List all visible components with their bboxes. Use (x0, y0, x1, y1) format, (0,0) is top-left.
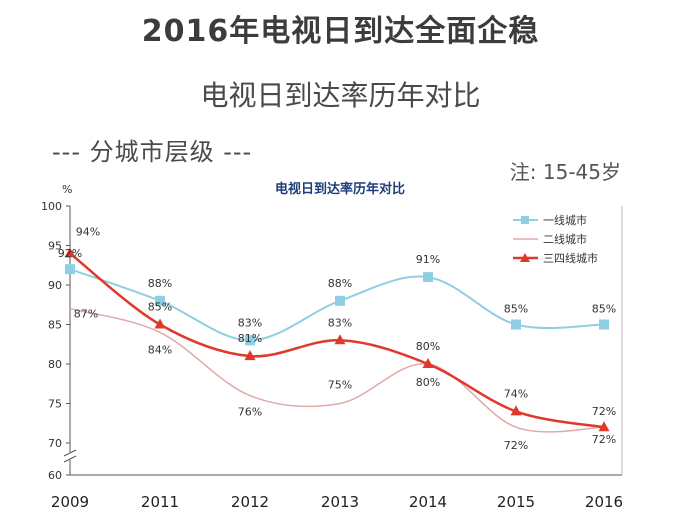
data-point-marker (244, 350, 256, 361)
data-label: 83% (238, 316, 262, 329)
x-tick-label: 2012 (231, 493, 269, 511)
data-point-marker (65, 264, 75, 275)
data-label: 75% (328, 379, 352, 392)
legend-label: 二线城市 (543, 232, 587, 246)
legend-label: 三四线城市 (543, 251, 598, 265)
data-label: 91% (416, 253, 440, 266)
x-tick-label: 2015 (497, 493, 535, 511)
data-label: 92% (58, 247, 82, 260)
data-label: 76% (238, 406, 262, 419)
y-tick-label: 100 (41, 200, 62, 213)
y-tick-label: 80 (48, 358, 62, 371)
x-tick-label: 2013 (321, 493, 359, 511)
data-point-marker (422, 358, 434, 368)
data-label: 94% (76, 225, 100, 238)
data-point-marker (335, 295, 345, 306)
age-note: 注: 15-45岁 (509, 160, 621, 184)
axis-break-mark (63, 449, 77, 463)
data-label: 80% (416, 340, 440, 353)
y-tick-label: 85 (48, 319, 62, 332)
data-label: 88% (328, 277, 352, 290)
data-label: 80% (416, 376, 440, 389)
data-point-marker (511, 319, 521, 330)
data-point-marker (510, 405, 522, 416)
data-label: 88% (148, 277, 172, 290)
x-tick-label: 2009 (51, 493, 89, 511)
y-tick-label: 95 (48, 240, 62, 253)
data-point-marker (334, 334, 346, 345)
data-point-marker (598, 421, 610, 432)
y-tick-label: 75 (48, 398, 62, 411)
data-point-marker (64, 247, 76, 258)
y-tick-label: 70 (48, 437, 62, 450)
data-point-marker (155, 295, 165, 306)
data-label: 72% (504, 439, 528, 452)
chart-title: 电视日到达率历年对比 (275, 181, 405, 197)
x-tick-label: 2016 (585, 493, 623, 511)
data-label: 74% (504, 387, 528, 400)
data-label: 84% (148, 343, 172, 356)
y-tick-label: 60 (48, 469, 62, 482)
data-label: 85% (592, 303, 616, 316)
data-label: 72% (592, 405, 616, 418)
legend-swatch-marker (521, 216, 529, 224)
data-label: 85% (504, 303, 528, 316)
data-label: 83% (328, 316, 352, 329)
data-label: 81% (238, 332, 262, 345)
section-label: --- 分城市层级 --- (52, 138, 253, 166)
data-point-marker (154, 318, 166, 329)
y-axis-unit: % (62, 183, 72, 196)
legend-label: 一线城市 (543, 213, 587, 227)
data-label: 85% (148, 301, 172, 314)
data-point-marker (245, 335, 255, 346)
y-tick-label: 90 (48, 279, 62, 292)
legend-swatch-marker (520, 253, 530, 262)
x-tick-label: 2011 (141, 493, 179, 511)
data-label: 87% (74, 308, 98, 321)
data-label: 72% (592, 433, 616, 446)
x-tick-label: 2014 (409, 493, 447, 511)
data-point-marker (599, 319, 609, 330)
series-line-2 (69, 307, 605, 433)
subtitle: 电视日到达率历年对比 (200, 79, 481, 112)
data-point-marker (423, 272, 433, 283)
main-title: 2016年电视日到达全面企稳 (141, 14, 540, 49)
